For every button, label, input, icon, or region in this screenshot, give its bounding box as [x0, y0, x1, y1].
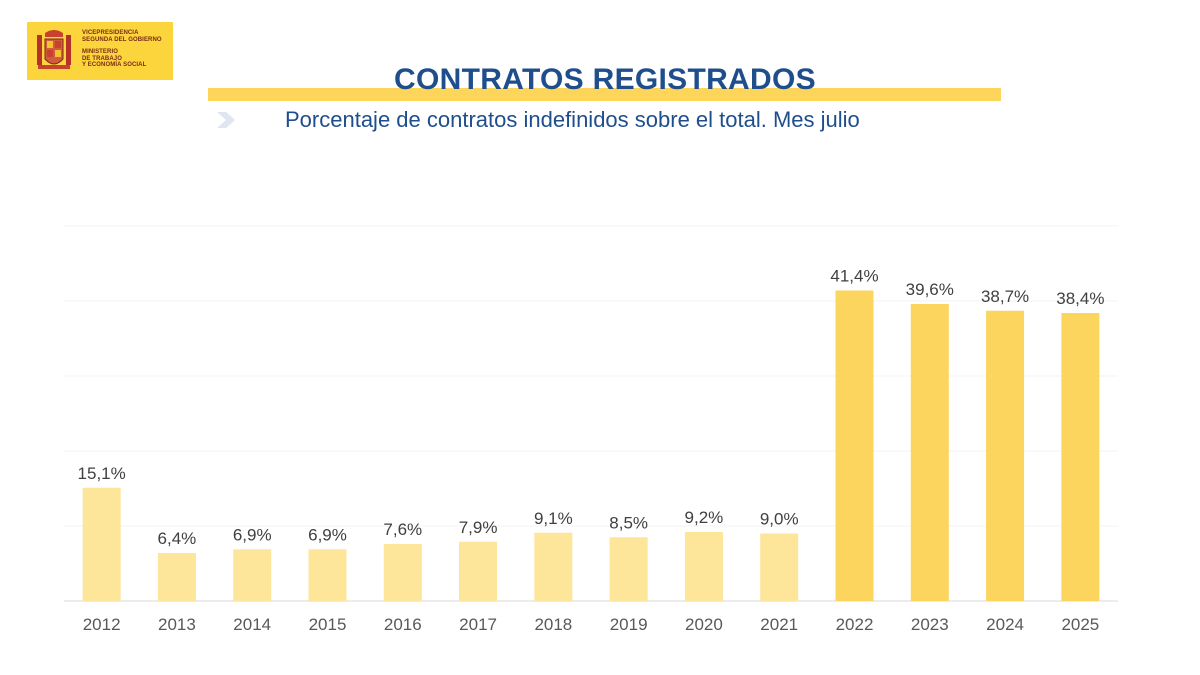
data-label-2015: 6,9% [308, 525, 347, 544]
data-label-2020: 9,2% [685, 508, 724, 527]
page-title: CONTRATOS REGISTRADOS [394, 63, 816, 96]
data-label-2022: 41,4% [830, 267, 878, 286]
x-tick-label-2025: 2025 [1061, 615, 1099, 634]
data-label-2016: 7,6% [383, 520, 422, 539]
data-label-2018: 9,1% [534, 509, 573, 528]
coat-of-arms-icon [37, 30, 71, 69]
chevron-right-icon [217, 112, 235, 128]
bar-2014 [233, 549, 272, 601]
bar-2024 [986, 310, 1025, 601]
data-label-2014: 6,9% [233, 525, 272, 544]
x-tick-label-2022: 2022 [836, 615, 874, 634]
bar-2022 [835, 290, 874, 601]
data-label-2012: 15,1% [78, 464, 126, 483]
logo-line-5: Y ECONOMÍA SOCIAL [82, 62, 147, 69]
bar-2015 [308, 549, 347, 601]
page-subtitle: Porcentaje de contratos indefinidos sobr… [285, 107, 860, 132]
bar-2025 [1061, 313, 1100, 601]
logo-line-3: MINISTERIO [82, 49, 119, 55]
x-tick-label-2024: 2024 [986, 615, 1024, 634]
x-tick-label-2021: 2021 [760, 615, 798, 634]
x-tick-label-2017: 2017 [459, 615, 497, 634]
x-tick-label-2023: 2023 [911, 615, 949, 634]
bar-2023 [910, 304, 949, 601]
bar-2016 [383, 544, 422, 601]
bar-2020 [684, 532, 723, 601]
data-label-2023: 39,6% [906, 280, 954, 299]
bar-2021 [760, 533, 799, 601]
x-tick-label-2018: 2018 [534, 615, 572, 634]
bar-2017 [459, 541, 498, 601]
data-label-2013: 6,4% [158, 529, 197, 548]
logo-line-2: SEGUNDA DEL GOBIERNO [82, 36, 162, 43]
x-tick-label-2016: 2016 [384, 615, 422, 634]
data-label-2019: 8,5% [609, 513, 648, 532]
data-label-2017: 7,9% [459, 518, 498, 537]
government-logo: VICEPRESIDENCIA SEGUNDA DEL GOBIERNO MIN… [27, 22, 173, 80]
data-label-2025: 38,4% [1056, 289, 1104, 308]
x-tick-label-2020: 2020 [685, 615, 723, 634]
logo-line-1: VICEPRESIDENCIA [82, 30, 139, 36]
bar-2012 [82, 487, 121, 601]
x-tick-label-2015: 2015 [309, 615, 347, 634]
data-label-2024: 38,7% [981, 287, 1029, 306]
bar-2013 [157, 553, 196, 601]
x-tick-label-2014: 2014 [233, 615, 271, 634]
x-tick-label-2013: 2013 [158, 615, 196, 634]
x-tick-label-2019: 2019 [610, 615, 648, 634]
logo-line-4: DE TRABAJO [82, 55, 123, 62]
title-underline-band [208, 88, 1001, 101]
data-label-2021: 9,0% [760, 510, 799, 529]
bar-2019 [609, 537, 648, 601]
x-tick-label-2012: 2012 [83, 615, 121, 634]
bar-2018 [534, 532, 573, 601]
